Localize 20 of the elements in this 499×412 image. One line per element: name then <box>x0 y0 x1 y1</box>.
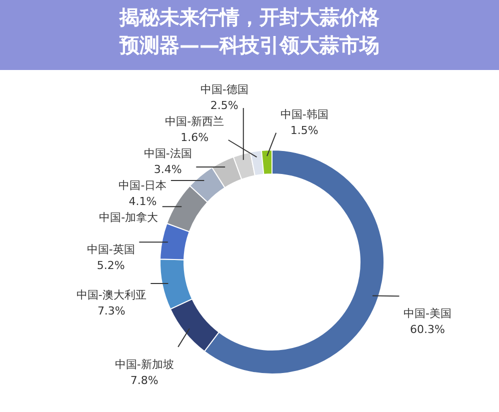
data-label: 3.4% <box>154 163 182 176</box>
data-label: 5.2% <box>96 259 125 272</box>
slice-label: 中国-法国 <box>144 147 192 160</box>
data-label: 1.5% <box>290 124 318 137</box>
slice-label: 中国-加拿大 <box>99 211 158 224</box>
chart-title: 揭秘未来行情，开封大蒜价格预测器——科技引领大蒜市场 <box>118 5 380 57</box>
data-label: 1.6% <box>180 131 209 144</box>
data-label: 7.3% <box>97 304 126 318</box>
data-label: 4.1% <box>128 195 157 208</box>
slice-label: 中国-澳大利亚 <box>76 288 146 302</box>
slice-label: 中国-新西兰 <box>165 115 224 128</box>
slice-label: 中国-美国 <box>403 307 452 320</box>
slice-label: 中国-韩国 <box>280 108 328 121</box>
slice-label: 中国-日本 <box>118 179 167 192</box>
data-label: 7.8% <box>130 374 158 387</box>
data-label: 2.5% <box>210 99 238 112</box>
slice-label: 中国-德国 <box>200 83 248 96</box>
slice-label: 中国-英国 <box>86 243 135 256</box>
slice-label: 中国-新加坡 <box>114 358 174 371</box>
data-label: 60.3% <box>410 323 445 336</box>
